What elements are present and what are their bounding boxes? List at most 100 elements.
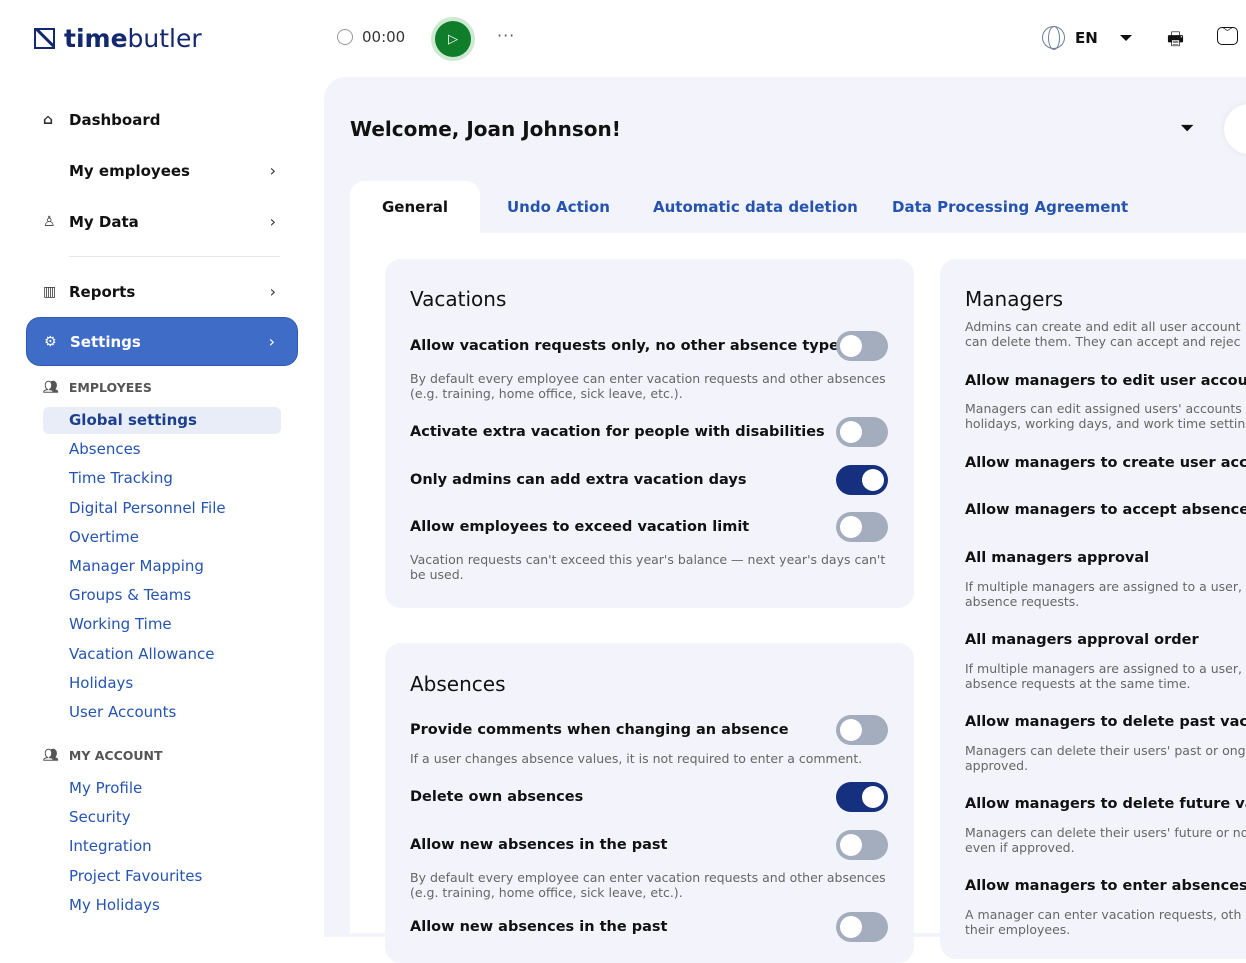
setting-label: Activate extra vacation for people with … (410, 424, 825, 440)
caret-down-icon (1119, 34, 1132, 41)
setting-label: Only admins can add extra vacation days (410, 472, 747, 488)
setting-description: If a user changes absence values, it is … (410, 751, 863, 766)
more-button[interactable]: ··· (497, 26, 516, 45)
sidebar-link[interactable]: Integration (69, 837, 152, 856)
tab-data-processing-agreement[interactable]: Data Processing Agreement (892, 198, 1129, 216)
sidebar-link[interactable]: Absences (69, 440, 141, 459)
managers-description: Admins can create and edit all user acco… (965, 319, 1241, 334)
sidebar-link[interactable]: Project Favourites (69, 866, 203, 885)
setting-description: approved. (965, 758, 1029, 773)
sidebar-link[interactable]: Digital Personnel File (69, 498, 226, 517)
card-title: Absences (410, 672, 506, 696)
tab-automatic-data-deletion[interactable]: Automatic data deletion (653, 198, 858, 216)
sidebar-link[interactable]: My Profile (69, 779, 143, 797)
setting-description: holidays, working days, and work time se… (965, 416, 1246, 431)
setting-toggle[interactable] (836, 512, 888, 542)
tab-undo-action[interactable]: Undo Action (507, 198, 610, 216)
language-selector[interactable]: EN (1042, 26, 1132, 50)
users-icon: 👥︎ (43, 747, 59, 762)
card-title: Vacations (410, 287, 507, 311)
sidebar-item-my-data[interactable]: ♙ My Data › (43, 212, 276, 231)
section-employees: 👥︎ EMPLOYEES (43, 379, 152, 395)
sidebar-link[interactable]: User Accounts (69, 703, 177, 721)
setting-label: Allow managers to edit user accoun (965, 373, 1246, 389)
sidebar-link[interactable]: Vacation Allowance (69, 644, 215, 663)
vacations-card: Vacations Allow vacation requests only, n… (385, 259, 914, 608)
setting-label: Allow employees to exceed vacation limit (410, 519, 750, 535)
setting-label: Provide comments when changing an absenc… (410, 722, 789, 738)
setting-toggle[interactable] (836, 912, 888, 942)
setting-label: Delete own absences (410, 789, 584, 805)
setting-label: Allow managers to accept absence r (965, 502, 1246, 518)
sidebar-link[interactable]: Groups & Teams (69, 586, 192, 605)
setting-toggle[interactable] (836, 830, 888, 860)
sidebar-link[interactable]: Global settings (43, 407, 281, 434)
sidebar-item-settings[interactable]: ⚙ Settings › (26, 317, 298, 366)
setting-description: Vacation requests can't exceed this year… (410, 552, 886, 582)
page-title: Welcome, Joan Johnson! (350, 117, 621, 141)
sidebar-item-reports[interactable]: ▥ Reports › (43, 282, 276, 301)
setting-label: Allow managers to enter absences o (965, 878, 1246, 894)
setting-description: If multiple managers are assigned to a u… (965, 661, 1242, 676)
sidebar-link[interactable]: Manager Mapping (69, 557, 204, 575)
setting-label: Allow vacation requests only, no other a… (410, 338, 848, 354)
setting-description: Managers can delete their users' future … (965, 825, 1246, 840)
timer: 00:00 (337, 28, 405, 46)
absences-card: Absences Provide comments when changing a… (385, 643, 914, 963)
managers-description: can delete them. They can accept and rej… (965, 334, 1241, 349)
gear-icon: ⚙ (44, 333, 57, 350)
start-timer-button[interactable]: ▷ (431, 17, 475, 61)
setting-label: All managers approval order (965, 632, 1199, 648)
setting-label: All managers approval (965, 550, 1150, 566)
clock-icon (337, 29, 353, 45)
setting-toggle[interactable] (836, 417, 888, 447)
chevron-right-icon: › (268, 332, 275, 351)
setting-toggle[interactable] (836, 331, 888, 361)
setting-toggle[interactable] (836, 715, 888, 745)
sidebar-link[interactable]: Working Time (69, 615, 172, 634)
mail-icon[interactable]: ﹀ (1217, 27, 1238, 45)
setting-toggle[interactable] (836, 782, 888, 812)
home-icon: ⌂ (43, 111, 54, 128)
chart-icon: ▥ (43, 283, 57, 300)
setting-description: even if approved. (965, 840, 1075, 855)
filter-icon[interactable]: ⏷ (1180, 118, 1195, 139)
chevron-right-icon: › (269, 212, 276, 231)
avatar-button[interactable] (1224, 104, 1246, 154)
managers-card: Managers Allow managers to edit user acco… (940, 259, 1246, 959)
sidebar-divider (69, 256, 280, 257)
sidebar-item-my-employees[interactable]: My employees › (69, 161, 276, 180)
globe-icon (1042, 26, 1065, 50)
chevron-right-icon: › (269, 161, 276, 180)
user-icon: ♙ (43, 213, 56, 230)
users-icon: 👥︎ (43, 379, 59, 394)
setting-description: absence requests at the same time. (965, 676, 1191, 691)
setting-toggle[interactable] (836, 465, 888, 495)
timer-value: 00:00 (362, 28, 406, 46)
setting-label: Allow managers to delete past vaca (965, 714, 1246, 730)
setting-description: By default every employee can enter vaca… (410, 371, 886, 401)
sidebar-link[interactable]: Overtime (69, 527, 139, 546)
setting-description: If multiple managers are assigned to a u… (965, 579, 1242, 594)
print-icon[interactable]: 🖶 (1167, 29, 1184, 50)
sidebar-link[interactable]: Security (69, 808, 131, 827)
sidebar-link[interactable]: My Holidays (69, 895, 160, 914)
logo[interactable]: timebutler (34, 24, 202, 53)
setting-label: Allow managers to create user acco (965, 455, 1246, 471)
logo-icon (34, 28, 55, 49)
sidebar-link[interactable]: Holidays (69, 673, 134, 692)
setting-description: A manager can enter vacation requests, o… (965, 907, 1242, 922)
play-icon: ▷ (435, 21, 471, 57)
chevron-right-icon: › (269, 282, 276, 301)
card-title: Managers (965, 287, 1064, 311)
section-my-account: 👥︎ MY ACCOUNT (43, 747, 163, 763)
sidebar-link[interactable]: Time Tracking (69, 469, 173, 488)
setting-description: absence requests. (965, 594, 1080, 609)
sidebar-item-dashboard[interactable]: ⌂ Dashboard (43, 110, 161, 129)
setting-label: Allow new absences in the past (410, 919, 668, 935)
setting-description: Managers can edit assigned users' accoun… (965, 401, 1242, 416)
setting-label: Allow managers to delete future vac (965, 796, 1246, 812)
setting-description: By default every employee can enter vaca… (410, 870, 886, 900)
tab-general[interactable]: General (350, 181, 480, 233)
setting-label: Allow new absences in the past (410, 837, 668, 853)
